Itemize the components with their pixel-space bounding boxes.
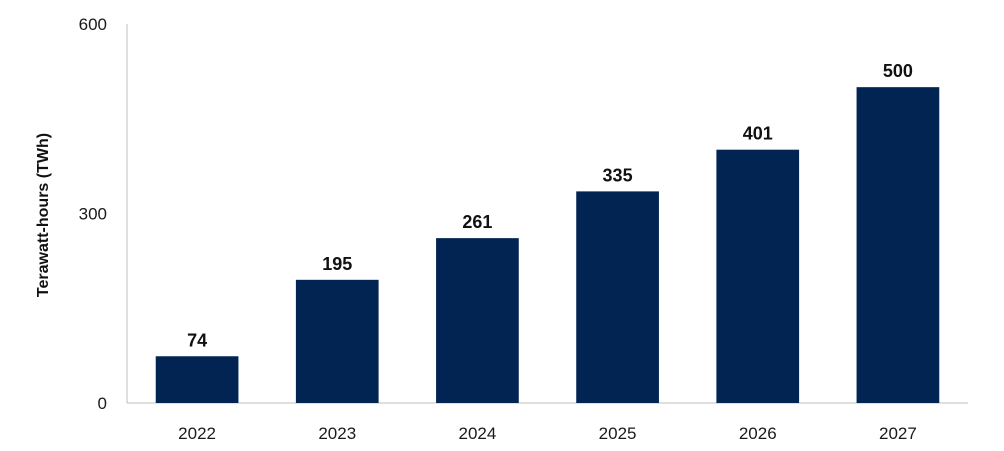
bar-2027 xyxy=(856,87,940,404)
x-tick-label-2025: 2025 xyxy=(599,424,637,443)
data-label-2023: 195 xyxy=(322,254,352,274)
bar-2024 xyxy=(436,238,519,403)
x-tick-label-2024: 2024 xyxy=(459,424,497,443)
y-axis-title: Terawatt-hours (TWh) xyxy=(35,133,52,297)
bar-2023 xyxy=(295,279,379,403)
bar-2026 xyxy=(716,149,800,403)
y-tick-labels: 0 300 600 xyxy=(79,15,107,413)
bars xyxy=(155,87,940,404)
bar-2025 xyxy=(576,191,659,403)
x-tick-labels: 2022 2023 2024 2025 2026 2027 xyxy=(178,424,917,443)
x-tick-label-2022: 2022 xyxy=(178,424,216,443)
bar-2022 xyxy=(155,356,239,403)
x-tick-label-2027: 2027 xyxy=(879,424,917,443)
x-tick-label-2023: 2023 xyxy=(318,424,356,443)
data-label-2022: 74 xyxy=(187,330,207,350)
data-label-2025: 335 xyxy=(603,165,633,185)
data-label-2027: 500 xyxy=(883,61,913,81)
y-tick-label: 600 xyxy=(79,15,107,34)
y-tick-label: 300 xyxy=(79,205,107,224)
data-labels: 74 195 261 335 401 500 xyxy=(187,61,913,350)
y-tick-label: 0 xyxy=(98,394,107,413)
x-tick-label-2026: 2026 xyxy=(739,424,777,443)
data-label-2026: 401 xyxy=(743,124,773,144)
data-label-2024: 261 xyxy=(462,212,492,232)
